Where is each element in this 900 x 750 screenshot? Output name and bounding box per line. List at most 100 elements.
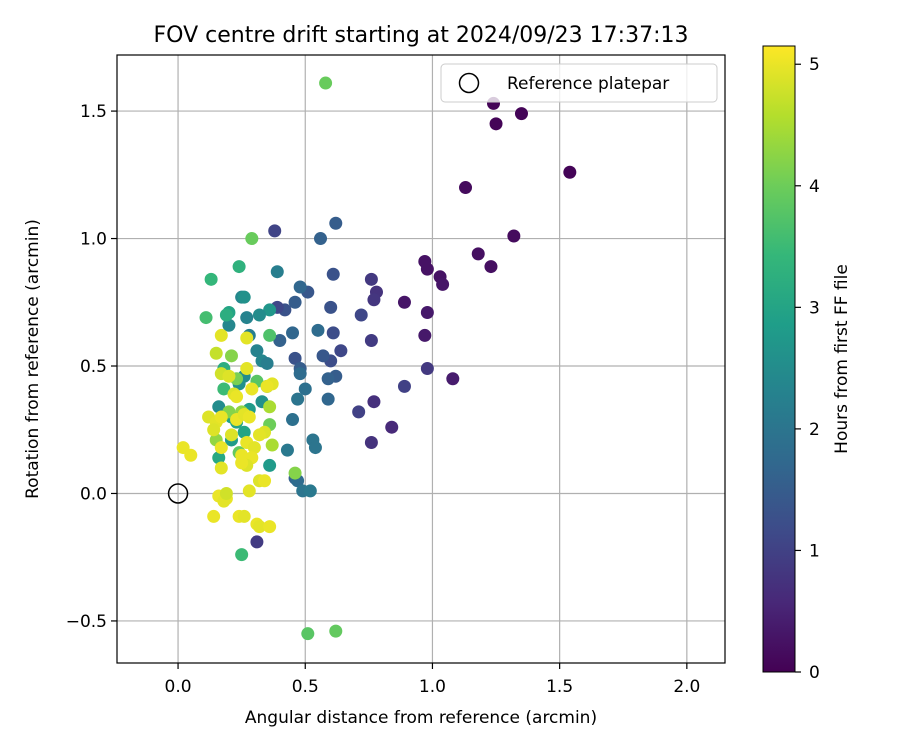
colorbar-label: Hours from first FF file: [832, 264, 852, 454]
x-tick-label: 0.5: [292, 677, 319, 697]
chart-title: FOV centre drift starting at 2024/09/23 …: [154, 23, 689, 48]
scatter-point: [329, 624, 343, 638]
colorbar-tick-label: 3: [809, 298, 820, 318]
scatter-point: [326, 326, 340, 340]
y-tick-label: −0.5: [66, 612, 107, 632]
scatter-point: [303, 484, 317, 498]
scatter-point: [263, 328, 277, 342]
colorbar-tick-label: 2: [809, 420, 820, 440]
scatter-point: [222, 318, 236, 332]
scatter-point: [397, 379, 411, 393]
x-tick-label: 0.0: [165, 677, 192, 697]
scatter-point: [273, 334, 287, 348]
scatter-point: [235, 456, 249, 470]
x-axis-label: Angular distance from reference (arcmin): [245, 708, 597, 728]
scatter-point: [219, 486, 233, 500]
scatter-point: [184, 448, 198, 462]
scatter-point: [329, 216, 343, 230]
scatter-point: [214, 461, 228, 475]
colorbar-tick-label: 0: [809, 663, 820, 683]
scatter-point: [316, 349, 330, 363]
scatter-point: [224, 428, 238, 442]
legend-box: [440, 63, 718, 103]
scatter-point: [484, 260, 498, 274]
scatter-point: [268, 224, 282, 238]
colorbar: [762, 45, 796, 673]
scatter-point: [288, 295, 302, 309]
scatter-point: [232, 260, 246, 274]
scatter-point: [214, 441, 228, 455]
scatter-point: [212, 451, 226, 465]
scatter-point: [301, 627, 315, 641]
scatter-point: [263, 520, 277, 534]
scatter-point: [214, 410, 228, 424]
scatter-point: [199, 311, 213, 325]
x-tick-label: 1.0: [419, 677, 446, 697]
scatter-point: [230, 390, 244, 404]
scatter-point: [207, 509, 221, 523]
scatter-point: [260, 379, 274, 393]
y-axis: −0.5 0.0 0.5 1.0 1.5: [66, 102, 117, 632]
reference-marker: [167, 483, 189, 504]
scatter-point: [367, 293, 381, 307]
y-axis-label: Rotation from reference (arcmin): [23, 219, 43, 499]
legend: Reference platepar: [440, 63, 718, 103]
scatter-point: [314, 232, 328, 246]
scatter-point: [420, 305, 434, 319]
scatter-point: [224, 349, 238, 363]
scatter-point: [286, 326, 300, 340]
scatter-point: [319, 76, 333, 90]
scatter-point: [321, 392, 335, 406]
scatter-point: [293, 367, 307, 381]
y-tick-label: 0.5: [80, 357, 107, 377]
scatter-point: [352, 405, 366, 419]
scatter-point: [321, 372, 335, 386]
scatter-point: [207, 423, 221, 437]
scatter-point: [334, 344, 348, 358]
scatter-point: [258, 474, 272, 488]
scatter-point: [237, 425, 251, 439]
legend-label: Reference platepar: [507, 74, 669, 94]
y-tick-label: 1.0: [80, 230, 107, 250]
scatter-point: [436, 277, 450, 291]
scatter-point: [250, 535, 264, 549]
scatter-point: [260, 356, 274, 370]
scatter-point: [471, 247, 485, 261]
x-tick-label: 1.5: [546, 677, 573, 697]
scatter-point: [298, 382, 312, 396]
scatter-point: [291, 392, 305, 406]
colorbar-tick-label: 1: [809, 541, 820, 561]
scatter-point: [214, 328, 228, 342]
scatter-point: [265, 438, 279, 452]
scatter-point: [252, 520, 266, 534]
scatter-point: [250, 344, 264, 358]
scatter-point: [563, 165, 577, 179]
scatter-point: [209, 346, 223, 360]
y-tick-label: 0.0: [80, 484, 107, 504]
scatter-point: [235, 548, 249, 562]
scatter-point: [240, 311, 254, 325]
reference-platepar-point: [167, 483, 189, 504]
scatter-point: [293, 280, 307, 294]
plot-frame: [116, 54, 726, 664]
scatter-point: [420, 262, 434, 276]
scatter-point: [489, 117, 503, 131]
colorbar-tick-label: 5: [809, 55, 820, 75]
scatter-point: [237, 290, 251, 304]
scatter-point: [308, 441, 322, 455]
x-axis: 0.0 0.5 1.0 1.5 2.0: [165, 663, 700, 697]
scatter-point: [459, 181, 473, 195]
scatter-point: [288, 351, 302, 365]
scatter-point: [288, 466, 302, 480]
scatter-point: [252, 428, 266, 442]
scatter-point: [270, 265, 284, 279]
scatter-point: [446, 372, 460, 386]
scatter-point: [364, 334, 378, 348]
scatter-point: [397, 295, 411, 309]
scatter-point: [252, 308, 266, 322]
scatter-point: [367, 395, 381, 409]
scatter-point: [364, 272, 378, 286]
scatter-point: [420, 362, 434, 376]
x-tick-label: 2.0: [673, 677, 700, 697]
